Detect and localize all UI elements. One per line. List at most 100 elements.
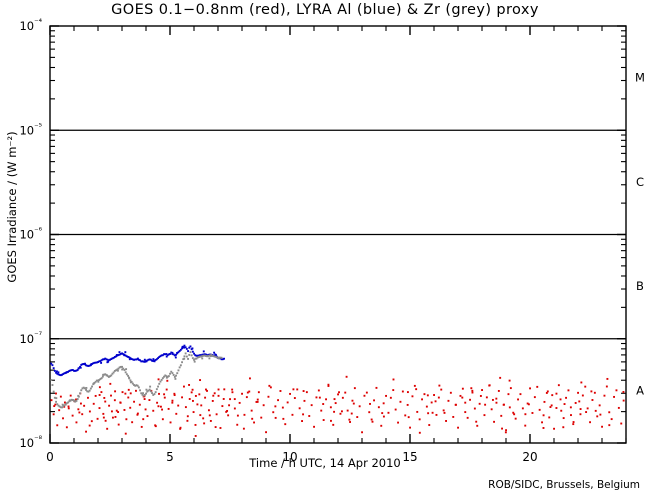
data-point: [352, 402, 355, 405]
data-point: [361, 431, 363, 434]
data-point: [193, 358, 195, 361]
data-point: [50, 399, 53, 402]
data-point: [155, 358, 158, 361]
data-point: [104, 400, 107, 403]
data-point: [198, 393, 201, 396]
data-point: [128, 356, 131, 359]
data-point: [542, 427, 545, 429]
data-point: [322, 419, 325, 421]
data-point: [186, 419, 189, 422]
data-point: [164, 374, 167, 377]
data-point: [188, 398, 191, 400]
data-point: [382, 415, 385, 418]
data-point: [291, 413, 294, 416]
data-point: [370, 418, 373, 421]
data-point: [524, 424, 527, 427]
data-point: [84, 362, 86, 365]
data-point: [513, 413, 516, 416]
data-point: [92, 362, 95, 365]
data-point: [160, 354, 163, 357]
data-point: [92, 402, 95, 405]
data-point: [189, 351, 192, 354]
data-point: [368, 411, 371, 414]
data-point: [88, 424, 91, 427]
data-point: [484, 403, 487, 406]
data-point: [129, 379, 132, 382]
data-point: [114, 415, 117, 418]
data-point: [157, 405, 160, 408]
data-point: [241, 392, 243, 395]
data-point: [206, 355, 209, 358]
data-point: [471, 389, 474, 392]
data-point: [411, 395, 414, 398]
data-point: [584, 385, 587, 388]
data-point: [173, 354, 176, 357]
data-point: [315, 396, 318, 399]
data-point: [52, 367, 55, 370]
data-point: [418, 418, 421, 421]
data-point: [224, 0, 226, 2]
data-point: [201, 355, 204, 357]
data-point: [438, 384, 441, 387]
data-point: [208, 354, 211, 357]
data-point: [495, 397, 498, 400]
data-point: [133, 400, 135, 403]
data-point: [443, 411, 446, 414]
data-point: [255, 401, 258, 403]
data-point: [196, 354, 199, 357]
data-point: [464, 411, 467, 414]
data-point: [159, 405, 162, 408]
data-point: [161, 354, 164, 357]
chart-title: GOES 0.1−0.8nm (red), LYRA Al (blue) & Z…: [111, 2, 539, 18]
data-point: [308, 415, 311, 417]
data-point: [133, 358, 135, 361]
data-point: [292, 388, 295, 391]
data-point: [293, 397, 296, 399]
data-point: [172, 374, 175, 376]
flare-class-label-B: B: [636, 279, 644, 293]
data-point: [508, 406, 511, 409]
data-point: [430, 401, 433, 404]
data-point: [137, 386, 140, 389]
data-point: [172, 353, 175, 356]
data-point: [177, 369, 180, 372]
data-point: [461, 387, 464, 390]
data-point: [236, 423, 239, 426]
data-point: [206, 354, 209, 357]
data-point: [169, 421, 172, 424]
data-point: [559, 398, 562, 401]
data-point: [165, 355, 168, 358]
data-point: [190, 391, 193, 394]
data-point: [152, 394, 155, 396]
data-point: [200, 354, 203, 357]
data-point: [445, 420, 447, 422]
data-point: [99, 360, 102, 362]
data-point: [491, 398, 494, 401]
data-point: [329, 406, 332, 409]
data-point: [57, 404, 60, 407]
data-point: [74, 369, 77, 372]
data-point: [236, 414, 239, 417]
data-point: [212, 355, 215, 358]
data-point: [363, 394, 366, 397]
data-point: [521, 407, 524, 410]
data-point: [199, 379, 202, 382]
data-point: [183, 357, 186, 360]
data-point: [187, 350, 189, 353]
data-point: [493, 420, 495, 423]
data-point: [284, 423, 287, 426]
data-point: [176, 352, 179, 354]
data-point: [142, 392, 144, 395]
data-point: [470, 387, 473, 390]
data-point: [217, 388, 220, 391]
data-point: [183, 385, 185, 388]
data-point: [434, 400, 437, 403]
data-point: [392, 389, 395, 392]
data-point: [578, 400, 581, 403]
data-point: [418, 431, 421, 434]
data-point: [69, 369, 72, 372]
data-point: [527, 403, 530, 406]
data-point: [134, 358, 137, 361]
data-point: [497, 390, 500, 392]
data-point: [394, 408, 397, 411]
